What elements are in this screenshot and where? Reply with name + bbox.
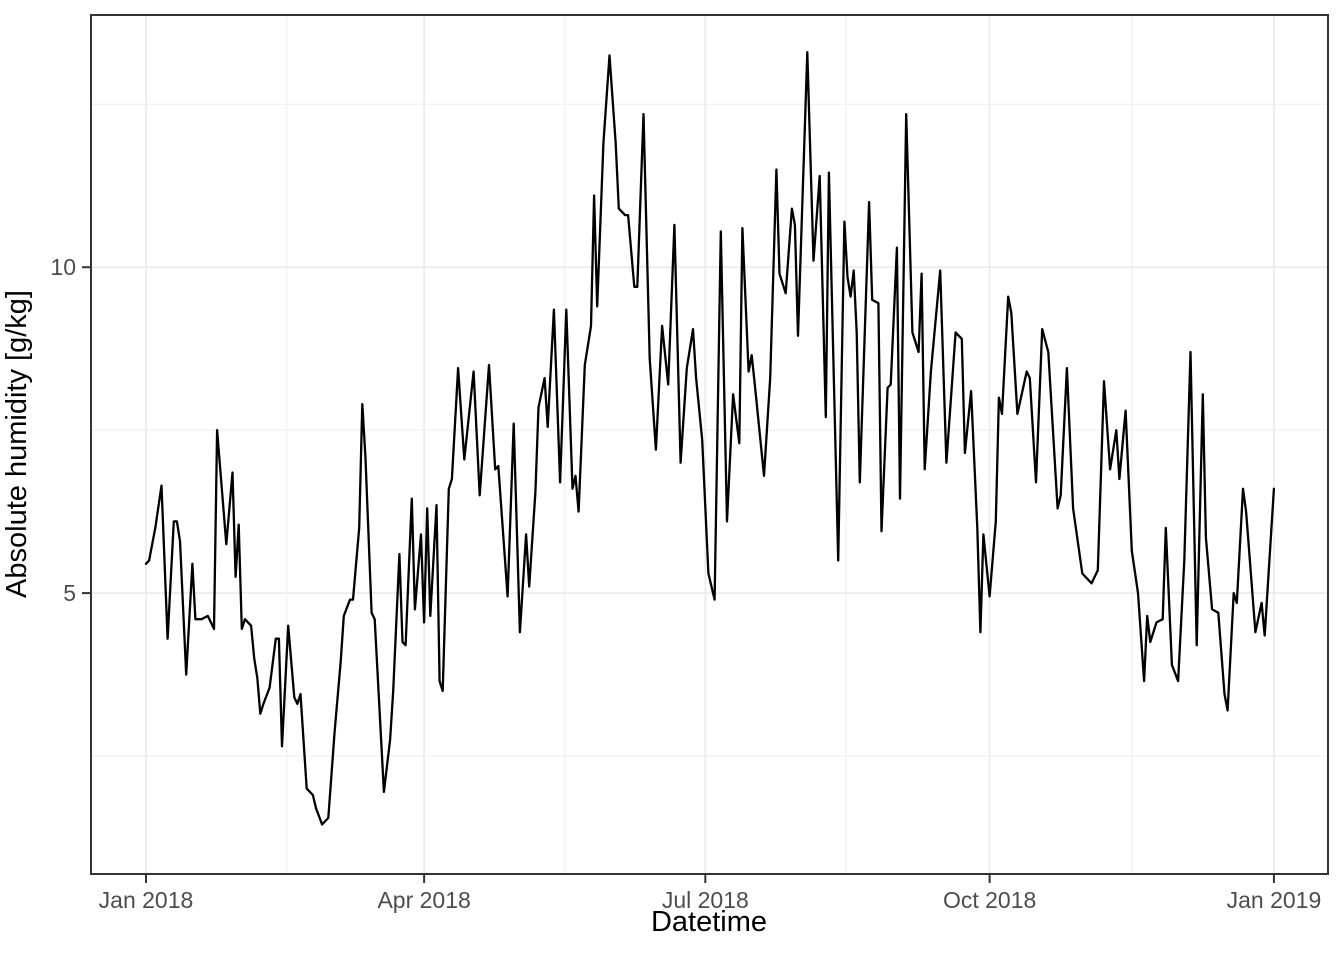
- x-axis-title: Datetime: [651, 906, 767, 938]
- y-axis-title: Absolute humidity [g/kg]: [1, 290, 33, 598]
- x-tick-label: Oct 2018: [943, 887, 1036, 913]
- x-tick-label: Jan 2018: [99, 887, 194, 913]
- y-tick-label: 5: [63, 580, 76, 606]
- x-tick-label: Jul 2018: [662, 887, 749, 913]
- plot-area: Jan 2018 Apr 2018 Jul 2018 Oct 2018 Jan 2019…: [50, 14, 1329, 913]
- x-tick-label: Apr 2018: [377, 887, 470, 913]
- humidity-line: [144, 50, 1276, 826]
- panel-background: [91, 15, 1328, 874]
- x-tick-label: Jan 2019: [1227, 887, 1322, 913]
- y-tick-label: 10: [50, 254, 76, 280]
- panel-border: [90, 14, 1329, 875]
